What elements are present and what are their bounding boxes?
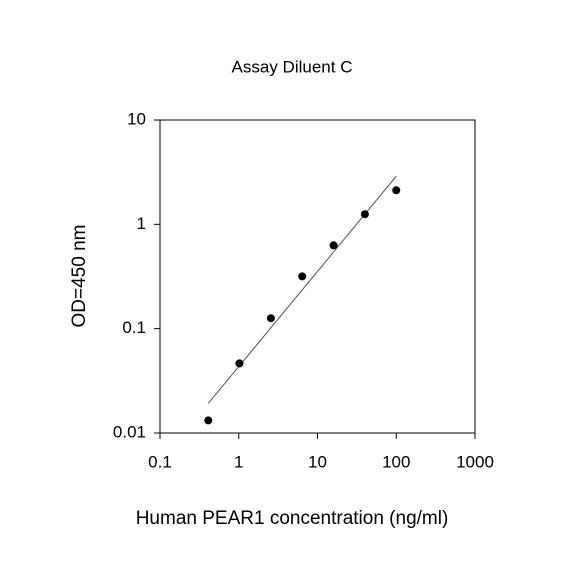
- x-axis-label: Human PEAR1 concentration (ng/ml): [136, 508, 449, 529]
- y-tick-label: 0.1: [122, 318, 146, 337]
- data-point: [204, 416, 213, 425]
- data-point: [235, 359, 244, 368]
- y-axis-label: OD=450 nm: [69, 225, 90, 328]
- y-tick-label: 0.01: [113, 422, 146, 441]
- data-point: [266, 314, 275, 323]
- x-tick-label: 10: [308, 452, 327, 471]
- data-point: [360, 210, 369, 219]
- data-point: [392, 186, 401, 195]
- chart-title: Assay Diluent C: [232, 57, 353, 76]
- x-tick-label: 1000: [456, 452, 494, 471]
- data-point: [298, 272, 307, 281]
- y-tick-label: 1: [137, 214, 146, 233]
- x-tick-label: 1: [234, 452, 243, 471]
- x-tick-label: 100: [382, 452, 410, 471]
- y-tick-label: 10: [127, 109, 146, 128]
- x-tick-label: 0.1: [148, 452, 172, 471]
- data-point: [329, 241, 338, 250]
